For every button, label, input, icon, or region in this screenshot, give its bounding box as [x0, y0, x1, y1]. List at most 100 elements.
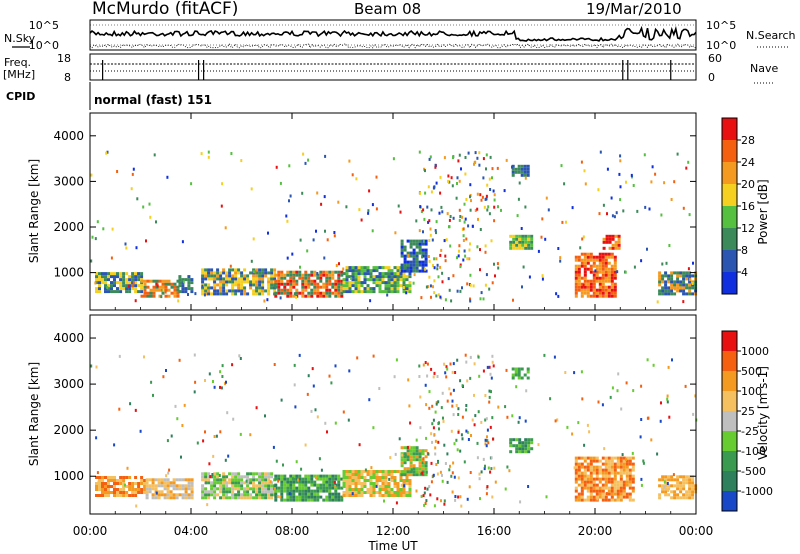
echo-region-6	[509, 438, 534, 454]
noise-panel-frame	[89, 19, 697, 51]
ytick-label-1-0: 1000	[53, 469, 84, 483]
xtick-label-6: 00:00	[679, 524, 714, 538]
velocity-colorbar: 1000 500 100 25 -25 -100 -500 -1000	[721, 330, 773, 512]
colorbar-swatch-0-0	[722, 118, 737, 141]
echo-region-11	[658, 271, 698, 296]
echo-region-0	[95, 272, 144, 294]
colorbar-swatch-1-1	[722, 351, 737, 372]
echo-region-8	[574, 456, 635, 502]
ytick-label-1-1: 2000	[53, 423, 84, 437]
nave-label: Nave	[750, 62, 778, 75]
power-axes: 1000 2000 3000 4000	[53, 113, 697, 310]
xtick-label-2: 08:00	[275, 524, 310, 538]
nsky-label: N.Sky	[4, 32, 36, 45]
cpid-mode: normal (fast) 151	[94, 93, 212, 107]
colorbar-tick-1-7: -1000	[741, 485, 773, 498]
echo-region-5	[342, 266, 412, 294]
colorbar-tick-1-6: -500	[741, 465, 766, 478]
echo-region-9	[574, 252, 617, 298]
echo-region-3	[201, 268, 277, 296]
velocity-colorbar-label: Velocity [m s-1]	[756, 366, 770, 460]
colorbar-tick-0-6: 28	[741, 134, 755, 147]
xtick-label-4: 16:00	[477, 524, 512, 538]
nsearch-label: N.Search	[746, 29, 796, 42]
colorbar-tick-0-1: 8	[741, 244, 748, 257]
colorbar-tick-0-2: 12	[741, 222, 755, 235]
colorbar-swatch-1-6	[722, 451, 737, 472]
tick-hi-right: 10^5	[706, 19, 736, 32]
ytick-label-0-2: 3000	[53, 174, 84, 188]
ytick-label-1-3: 4000	[53, 331, 84, 345]
colorbar-tick-1-3: 25	[741, 405, 755, 418]
xtick-label-3: 12:00	[376, 524, 411, 538]
velocity-axes: 1000 2000 3000 4000	[53, 315, 697, 514]
colorbar-swatch-0-4	[722, 206, 737, 229]
scatter-echoes	[90, 353, 698, 508]
velocity-panel: 1000 2000 3000 4000 Slant Range [km]	[27, 314, 698, 515]
nsky-series	[89, 25, 697, 42]
echo-region-5	[400, 446, 428, 477]
colorbar-swatch-0-1	[722, 140, 737, 163]
colorbar-tick-1-0: 1000	[741, 345, 769, 358]
power-colorbar-label: Power [dB]	[756, 179, 770, 244]
tick-hi-left: 10^5	[29, 19, 59, 32]
colorbar-tick-1-2: 100	[741, 385, 762, 398]
colorbar-swatch-1-7	[722, 471, 737, 492]
echo-region-2	[178, 275, 194, 294]
xtick-label-1: 04:00	[174, 524, 209, 538]
cpid-panel: CPID normal (fast) 151	[6, 82, 212, 110]
echo-region-8	[511, 164, 530, 177]
power-panel: 1000 2000 3000 4000 Slant Range [km]	[27, 112, 698, 311]
echo-region-3	[274, 474, 344, 502]
echo-region-1	[145, 478, 194, 500]
nsearch-series	[89, 43, 697, 49]
colorbar-swatch-1-4	[722, 411, 737, 432]
echo-region-7	[509, 234, 534, 250]
tick-lo-left: 10^0	[29, 39, 59, 52]
echo-region-6	[400, 239, 428, 273]
colorbar-swatch-1-3	[722, 391, 737, 412]
freq-panel: Freq. [MHz] 18 8 60 0 Nave	[3, 52, 778, 84]
ytick-label-1-2: 3000	[53, 377, 84, 391]
velocity-data	[90, 353, 698, 508]
xtick-label-0: 00:00	[73, 524, 108, 538]
scatter-echoes	[90, 150, 694, 304]
freq-panel-frame	[89, 53, 697, 81]
time-axis-label: Time UT	[367, 539, 418, 553]
freq-tick-top: 18	[57, 52, 71, 65]
colorbar-tick-1-4: -25	[741, 425, 759, 438]
tick-lo-right: 10^0	[706, 39, 736, 52]
cpid-label: CPID	[6, 90, 35, 103]
beam-label: Beam 08	[354, 0, 421, 18]
nave-tick-bottom: 0	[708, 71, 715, 84]
power-colorbar: 4 8 12 16 20 24 28	[721, 117, 755, 295]
colorbar-swatch-0-7	[722, 272, 737, 295]
station-title: McMurdo (fitACF)	[92, 0, 238, 19]
freq-unit: [MHz]	[3, 68, 35, 81]
colorbar-tick-0-0: 4	[741, 266, 748, 279]
nave-tick-top: 60	[708, 52, 722, 65]
freq-label: Freq.	[4, 56, 31, 69]
colorbar-swatch-1-2	[722, 371, 737, 392]
ytick-label-0-0: 1000	[53, 266, 84, 280]
colorbar-tick-0-3: 16	[741, 200, 755, 213]
colorbar-tick-1-5: -100	[741, 445, 766, 458]
colorbar-tick-1-1: 500	[741, 365, 762, 378]
echo-region-0	[95, 476, 147, 497]
echo-region-2	[201, 472, 277, 500]
colorbar-swatch-1-8	[722, 491, 737, 512]
freq-tick-bottom: 8	[64, 71, 71, 84]
power-ylabel: Slant Range [km]	[27, 159, 41, 263]
noise-panel: N.Sky 10^5 10^0 10^5 10^0 N.Search	[4, 19, 796, 52]
ytick-label-0-1: 2000	[53, 220, 84, 234]
freq-drops	[102, 60, 672, 80]
echo-region-7	[511, 367, 530, 380]
date-label: 19/Mar/2010	[586, 0, 682, 18]
ytick-label-0-3: 4000	[53, 129, 84, 143]
colorbar-tick-0-4: 20	[741, 178, 755, 191]
colorbar-swatch-1-0	[722, 331, 737, 352]
echo-region-4	[274, 270, 344, 298]
colorbar-swatch-0-5	[722, 228, 737, 251]
colorbar-swatch-0-2	[722, 162, 737, 185]
